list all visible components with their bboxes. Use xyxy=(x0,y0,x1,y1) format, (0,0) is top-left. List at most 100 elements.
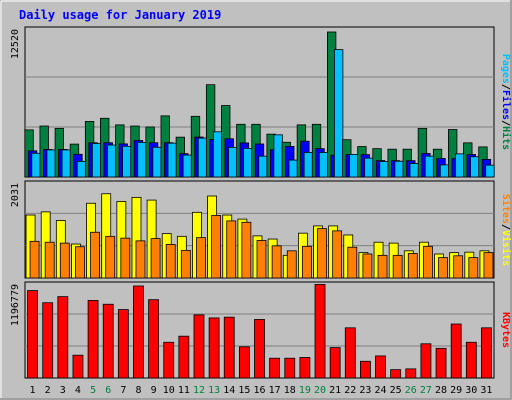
x-tick-label-day-28: 28 xyxy=(435,385,447,396)
bar-kbytes-day-7 xyxy=(117,309,129,379)
x-tick-label-day-15: 15 xyxy=(238,385,250,396)
bar-sites-day-5 xyxy=(90,231,100,279)
bar-kbytes-day-27 xyxy=(420,343,432,379)
x-tick-label-day-3: 3 xyxy=(60,385,66,396)
bar-sites-day-7 xyxy=(120,237,131,279)
bar-kbytes-day-31 xyxy=(481,327,492,379)
bar-sites-day-8 xyxy=(135,240,146,279)
x-tick-label-day-29: 29 xyxy=(450,385,462,396)
bar-kbytes-day-24 xyxy=(375,355,386,379)
bar-pages-day-3 xyxy=(61,149,71,178)
x-tick-label-day-30: 30 xyxy=(465,385,477,396)
bar-pages-day-8 xyxy=(137,141,147,178)
bar-sites-day-14 xyxy=(226,220,237,279)
bar-sites-day-4 xyxy=(75,246,85,279)
bar-kbytes-day-28 xyxy=(435,347,447,379)
x-tick-label-day-27: 27 xyxy=(420,385,432,396)
bar-pages-day-13 xyxy=(212,131,223,178)
bar-sites-day-15 xyxy=(241,221,252,279)
x-tick-label-day-17: 17 xyxy=(269,385,281,396)
bar-sites-day-18 xyxy=(286,250,297,279)
bar-pages-day-26 xyxy=(409,163,419,178)
bar-sites-day-21 xyxy=(332,230,343,279)
bar-pages-day-23 xyxy=(364,157,374,178)
x-tick-label-day-21: 21 xyxy=(329,385,341,396)
bar-pages-day-2 xyxy=(46,149,56,178)
bar-pages-day-17 xyxy=(273,134,283,178)
bar-sites-day-9 xyxy=(150,238,161,279)
bar-pages-day-11 xyxy=(182,154,193,178)
bar-sites-day-11 xyxy=(180,249,191,279)
bar-pages-day-25 xyxy=(394,160,404,178)
bar-kbytes-day-21 xyxy=(329,347,341,379)
bar-kbytes-day-9 xyxy=(148,299,160,379)
bar-pages-day-15 xyxy=(243,147,253,178)
bar-kbytes-day-3 xyxy=(57,296,69,379)
bar-pages-day-6 xyxy=(107,144,117,178)
x-tick-label-day-1: 1 xyxy=(30,385,36,396)
legend-entry: / xyxy=(500,84,511,90)
legend-middle: Sites/Visits xyxy=(500,194,512,266)
bar-kbytes-day-2 xyxy=(42,302,54,379)
bar-kbytes-day-8 xyxy=(133,285,144,379)
bar-sites-day-6 xyxy=(105,235,116,279)
bar-pages-day-7 xyxy=(122,145,132,178)
x-tick-label-day-25: 25 xyxy=(390,385,402,396)
chart-title: Daily usage for January 2019 xyxy=(19,8,221,22)
bar-pages-day-28 xyxy=(439,164,450,178)
x-tick-label-day-8: 8 xyxy=(135,385,141,396)
bar-pages-day-4 xyxy=(76,160,87,178)
bar-pages-day-14 xyxy=(228,146,238,178)
bar-kbytes-day-10 xyxy=(163,341,175,379)
bar-sites-day-12 xyxy=(196,237,206,279)
bar-sites-day-27 xyxy=(423,245,433,279)
bar-pages-day-1 xyxy=(31,152,41,178)
bar-kbytes-day-18 xyxy=(284,357,296,379)
y-axis-max-label-top: 12520 xyxy=(10,29,21,59)
bar-kbytes-day-23 xyxy=(359,360,371,379)
bar-sites-day-23 xyxy=(362,253,373,279)
bar-kbytes-day-22 xyxy=(344,327,356,379)
bar-pages-day-21 xyxy=(333,49,344,178)
bar-sites-day-3 xyxy=(59,242,70,279)
bar-pages-day-22 xyxy=(349,154,359,178)
bar-sites-day-1 xyxy=(29,240,40,279)
x-tick-label-day-9: 9 xyxy=(151,385,157,396)
x-tick-label-day-4: 4 xyxy=(75,385,81,396)
bar-sites-day-20 xyxy=(317,228,327,279)
chart-panel-bottom: 1196779 KBytes xyxy=(10,281,511,379)
x-tick-label-day-7: 7 xyxy=(120,385,126,396)
bar-kbytes-day-13 xyxy=(208,317,220,379)
bar-kbytes-day-29 xyxy=(450,323,462,379)
bar-pages-day-12 xyxy=(197,137,208,178)
bar-pages-day-27 xyxy=(424,155,435,178)
legend-entry: / xyxy=(500,224,511,230)
bar-pages-day-5 xyxy=(91,143,102,178)
x-tick-label-day-5: 5 xyxy=(90,385,96,396)
bar-kbytes-day-17 xyxy=(269,357,281,379)
x-tick-label-day-12: 12 xyxy=(193,385,205,396)
x-tick-label-day-22: 22 xyxy=(344,385,356,396)
bar-sites-day-10 xyxy=(165,244,176,279)
x-tick-label-day-18: 18 xyxy=(284,385,296,396)
y-axis-max-label-middle: 2031 xyxy=(10,183,21,207)
bar-sites-day-22 xyxy=(347,246,358,279)
bar-kbytes-day-19 xyxy=(299,357,311,379)
legend-entry: Files xyxy=(500,90,512,120)
bar-sites-day-19 xyxy=(301,245,312,279)
bar-pages-day-16 xyxy=(258,155,268,178)
bar-kbytes-day-20 xyxy=(314,284,326,379)
bar-pages-day-24 xyxy=(379,161,389,178)
bar-sites-day-30 xyxy=(468,257,479,279)
bar-kbytes-day-11 xyxy=(178,335,190,379)
legend-bottom: KBytes xyxy=(500,312,511,348)
x-tick-label-day-19: 19 xyxy=(299,385,311,396)
bar-kbytes-day-15 xyxy=(238,346,250,379)
x-axis-tick-labels: 1 2 3 4 5 6 7 8 9 10 11 12 13 14 15 16 17 18 19 20 21 22 23 24 2… xyxy=(30,385,493,396)
bar-kbytes-day-6 xyxy=(102,303,114,379)
legend-entry: Sites xyxy=(500,194,512,224)
x-tick-label-day-13: 13 xyxy=(208,385,220,396)
legend-entry: Pages xyxy=(500,54,511,84)
